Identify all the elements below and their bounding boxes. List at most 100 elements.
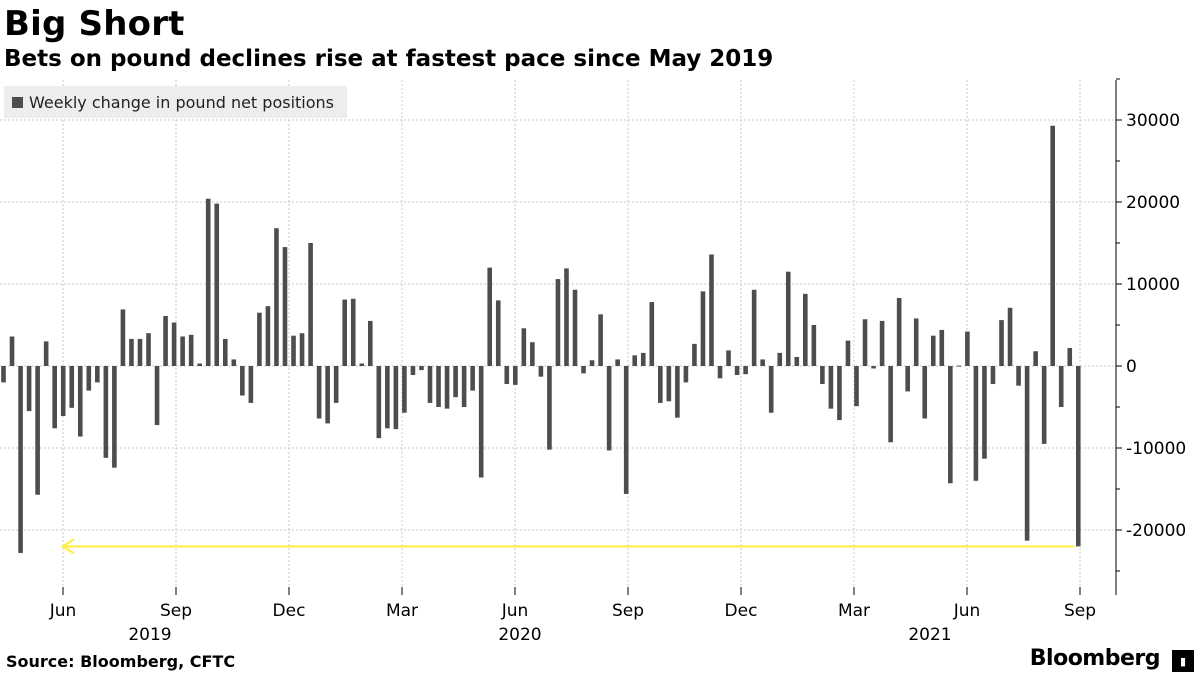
y-tick-label: 30000 — [1126, 111, 1180, 131]
bar — [350, 298, 356, 366]
bar — [112, 366, 117, 468]
bar — [888, 366, 893, 443]
bar — [828, 366, 834, 409]
x-tick-label: Sep — [160, 601, 192, 621]
bar — [530, 342, 535, 366]
legend-swatch — [12, 96, 23, 108]
bar — [990, 366, 996, 385]
bar — [248, 366, 254, 403]
bar — [751, 289, 757, 366]
x-tick-label: Mar — [386, 601, 418, 621]
bar — [137, 338, 143, 366]
bar — [444, 366, 450, 409]
bar — [1016, 366, 1021, 386]
bar — [879, 320, 885, 366]
bar — [478, 366, 484, 478]
bar — [188, 334, 194, 366]
bar — [632, 355, 638, 366]
bar — [495, 300, 501, 366]
legend: Weekly change in pound net positions — [4, 86, 347, 118]
bar — [231, 359, 237, 366]
bar — [402, 366, 407, 413]
bar — [658, 366, 663, 403]
bar — [555, 279, 561, 366]
bar — [504, 366, 510, 385]
bar — [999, 320, 1004, 366]
bar — [52, 366, 57, 429]
bar — [171, 322, 177, 366]
x-tick-label: Mar — [838, 601, 870, 621]
bar — [274, 228, 279, 366]
bar — [734, 366, 740, 376]
bar — [973, 366, 979, 481]
bar — [777, 352, 783, 366]
bar — [427, 366, 433, 403]
bar — [768, 366, 774, 413]
bar — [513, 366, 518, 385]
bar — [948, 366, 953, 484]
bar — [257, 312, 262, 366]
bar — [1067, 347, 1073, 366]
x-year-label: 2020 — [498, 625, 541, 645]
bar — [120, 309, 126, 366]
bar — [905, 366, 910, 392]
x-tick-label: Dec — [273, 601, 306, 621]
bar — [956, 365, 962, 367]
bar — [35, 366, 40, 495]
bar — [820, 366, 825, 385]
bar — [640, 352, 646, 366]
bar — [982, 366, 987, 459]
bar — [572, 289, 578, 366]
bar — [1041, 366, 1047, 444]
bar — [717, 366, 723, 379]
x-year-label: 2021 — [908, 625, 951, 645]
bar — [461, 366, 467, 407]
bar — [837, 366, 842, 421]
bar — [393, 366, 399, 430]
x-tick-label: Jun — [49, 601, 77, 621]
y-tick-label: -10000 — [1126, 439, 1186, 459]
bar — [623, 366, 629, 494]
x-tick-label: Jun — [953, 601, 981, 621]
bar — [26, 366, 32, 412]
bar — [1058, 366, 1064, 407]
legend-label: Weekly change in pound net positions — [29, 92, 334, 112]
bloomberg-logo: Bloomberg — [1029, 646, 1161, 671]
bar — [649, 302, 655, 366]
x-tick-label: Dec — [725, 601, 758, 621]
bar — [803, 293, 808, 366]
x-year-label: 2019 — [128, 625, 171, 645]
bar — [470, 366, 475, 391]
bar — [410, 366, 416, 376]
bar — [299, 333, 305, 366]
bar — [598, 314, 603, 366]
bar — [965, 331, 970, 366]
bar — [342, 299, 347, 366]
bar — [103, 366, 109, 458]
bar — [69, 366, 75, 408]
bar — [325, 366, 330, 424]
bar — [683, 366, 689, 383]
bar — [359, 363, 365, 366]
bar — [154, 366, 160, 426]
bloomberg-mark-icon: ▮ — [1172, 650, 1194, 672]
bar — [862, 319, 868, 366]
x-tick-label: Sep — [612, 601, 644, 621]
bar — [564, 268, 569, 366]
bar — [146, 333, 151, 366]
bar — [86, 366, 92, 391]
bar — [871, 366, 876, 369]
y-axis: 30000 20000 10000 0 -10000 -20000 — [1115, 78, 1186, 595]
bar — [606, 366, 612, 451]
arrow-head — [61, 538, 75, 555]
bar — [538, 366, 544, 377]
bar — [896, 297, 902, 366]
y-tick-label: -20000 — [1126, 521, 1186, 541]
bar — [487, 267, 493, 366]
bar — [1007, 307, 1013, 366]
bar — [385, 366, 390, 429]
annotation-arrow — [61, 538, 1075, 555]
bar — [308, 243, 313, 366]
bar — [521, 328, 527, 366]
